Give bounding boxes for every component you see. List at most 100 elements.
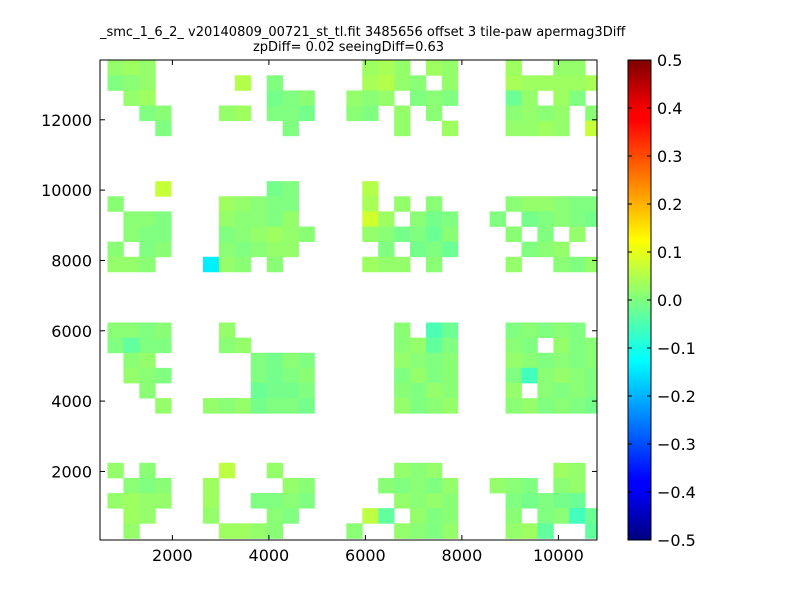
heatmap-cell — [362, 181, 379, 197]
heatmap-cell — [394, 462, 411, 479]
heatmap-cell — [203, 256, 220, 273]
chart-title-line2: zpDiff= 0.02 seeingDiff=0.63 — [252, 40, 445, 55]
heatmap-cell — [585, 523, 598, 539]
heatmap-cell — [250, 367, 268, 384]
heatmap-cell — [585, 367, 598, 384]
heatmap-cell — [282, 105, 299, 122]
heatmap-cell — [346, 105, 363, 122]
heatmap-cell — [378, 211, 395, 227]
heatmap-cell — [441, 211, 459, 227]
heatmap-cell — [585, 75, 598, 91]
heatmap-cell — [107, 241, 124, 258]
heatmap-cell — [553, 367, 570, 384]
heatmap-cell — [266, 211, 284, 227]
heatmap-cell — [441, 60, 459, 76]
heatmap-cell — [505, 493, 522, 509]
heatmap-cell — [537, 226, 554, 243]
heatmap-cell — [362, 105, 379, 122]
heatmap-cell — [282, 90, 299, 106]
heatmap-cell — [394, 493, 411, 509]
heatmap-cell — [298, 477, 315, 494]
heatmap-cell — [282, 120, 299, 137]
heatmap-cell — [425, 322, 443, 339]
heatmap-cell — [521, 120, 538, 137]
heatmap-cell — [441, 398, 459, 414]
heatmap-cell — [537, 352, 554, 369]
heatmap-cell — [298, 382, 315, 399]
y-tick-label: 4000 — [51, 392, 92, 411]
x-tick-label: 4000 — [249, 546, 290, 565]
heatmap-cell — [410, 398, 427, 414]
heatmap-cell — [553, 105, 570, 122]
heatmap-cell — [282, 367, 299, 384]
heatmap-cell — [394, 337, 411, 354]
heatmap-cell — [505, 382, 522, 399]
heatmap-cell — [441, 367, 459, 384]
heatmap-cell — [521, 241, 538, 258]
heatmap-cell — [362, 256, 379, 273]
heatmap-cell — [569, 462, 586, 479]
heatmap-cell — [282, 398, 299, 414]
heatmap-cell — [569, 382, 586, 399]
heatmap-cell — [203, 398, 220, 414]
heatmap-cell — [139, 337, 156, 354]
heatmap-cell — [410, 75, 427, 91]
heatmap-cell — [282, 181, 299, 197]
heatmap-cell — [441, 477, 459, 494]
x-tick-label: 2000 — [152, 546, 193, 565]
heatmap-cell — [553, 337, 570, 354]
heatmap-cell — [425, 398, 443, 414]
heatmap-cells — [107, 60, 598, 539]
heatmap-cell — [410, 211, 427, 227]
heatmap-cell — [410, 523, 427, 539]
heatmap-cell — [107, 337, 124, 354]
heatmap-cell — [155, 241, 172, 258]
heatmap-cell — [569, 256, 586, 273]
heatmap-cell — [266, 523, 284, 539]
heatmap-cell — [378, 508, 395, 524]
heatmap-cell — [569, 493, 586, 509]
heatmap-cell — [123, 337, 140, 354]
heatmap-cell — [441, 75, 459, 91]
heatmap-cell — [537, 367, 554, 384]
heatmap-cell — [521, 211, 538, 227]
heatmap-cell — [505, 196, 522, 212]
heatmap-cell — [394, 256, 411, 273]
heatmap-cell — [441, 241, 459, 258]
heatmap-cell — [425, 226, 443, 243]
heatmap-cell — [394, 322, 411, 339]
heatmap-cell — [585, 352, 598, 369]
heatmap-cell — [569, 75, 586, 91]
heatmap-cell — [521, 477, 538, 494]
heatmap-cell — [139, 382, 156, 399]
heatmap-cell — [410, 367, 427, 384]
heatmap-cell — [139, 477, 156, 494]
heatmap-cell — [298, 105, 315, 122]
heatmap-cell — [441, 322, 459, 339]
heatmap-cell — [553, 120, 570, 137]
heatmap-cell — [362, 90, 379, 106]
heatmap-cell — [266, 196, 284, 212]
heatmap-cell — [505, 105, 522, 122]
heatmap-cell — [569, 211, 586, 227]
heatmap-cell — [234, 337, 252, 354]
heatmap-cell — [585, 120, 598, 137]
heatmap-cell — [521, 352, 538, 369]
heatmap-cell — [218, 211, 236, 227]
heatmap-cell — [569, 226, 586, 243]
heatmap-cell — [346, 523, 363, 539]
heatmap-cell — [425, 90, 443, 106]
heatmap-cell — [521, 75, 538, 91]
heatmap-cell — [537, 241, 554, 258]
heatmap-cell — [378, 256, 395, 273]
heatmap-cell — [266, 226, 284, 243]
heatmap-cell — [410, 226, 427, 243]
heatmap-cell — [266, 382, 284, 399]
heatmap-cell — [362, 196, 379, 212]
x-tick-label: 6000 — [345, 546, 386, 565]
heatmap-cell — [218, 226, 236, 243]
heatmap-cell — [282, 493, 299, 509]
heatmap-cell — [123, 352, 140, 369]
heatmap-cell — [234, 226, 252, 243]
